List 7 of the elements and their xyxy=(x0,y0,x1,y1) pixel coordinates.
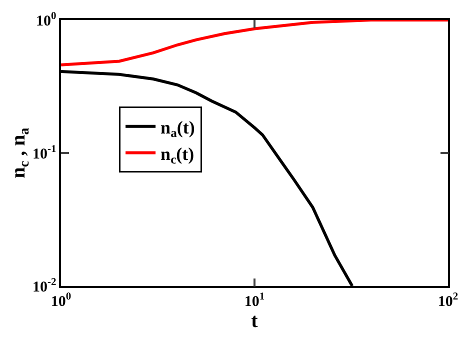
x-tick-label: 10$^{1}$ xyxy=(244,291,265,310)
x-axis-title: t xyxy=(251,310,258,332)
y-tick-label: 10$^{0}$ xyxy=(36,10,56,30)
legend-label: n$_{a}$(t) xyxy=(160,117,195,140)
y-tick-label: 10$^{-1}$ xyxy=(32,144,56,162)
legend-label: n$_{c}$(t) xyxy=(160,144,194,167)
x-tick-label: 10$^{2}$ xyxy=(438,291,458,310)
